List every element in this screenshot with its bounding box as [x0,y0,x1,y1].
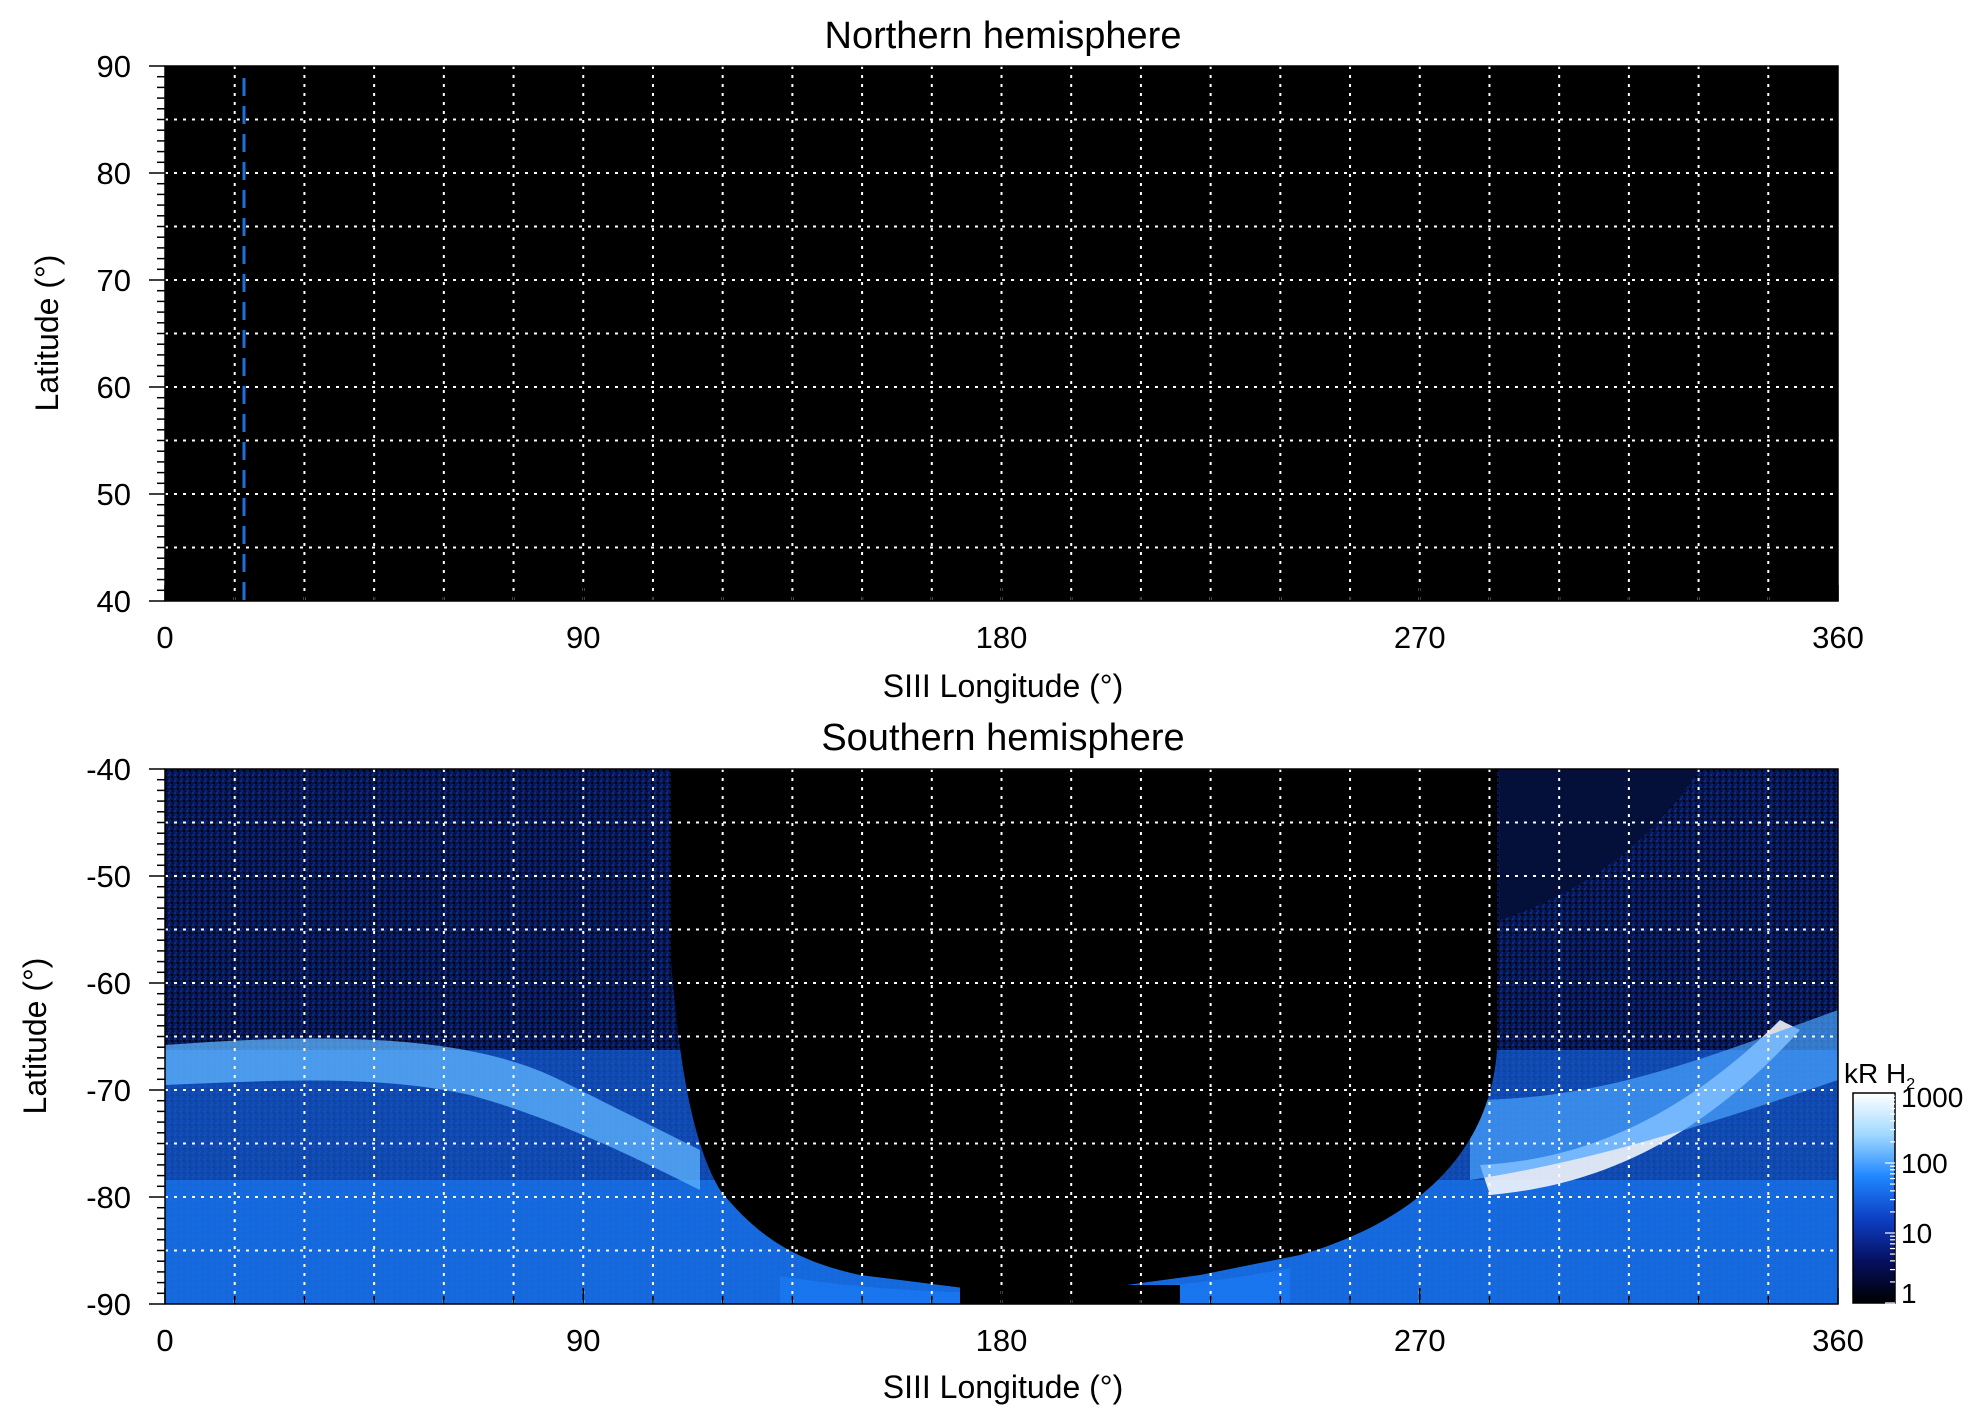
north-axes: 0 90 180 270 360 40 50 60 70 80 90 [97,49,1864,655]
north-x-tick-label: 90 [566,620,600,655]
south-y-tick-label: -80 [86,1180,131,1215]
north-y-tick-label: 50 [97,477,131,512]
north-x-tick-label: 180 [976,620,1028,655]
north-x-tick-label: 270 [1394,620,1446,655]
south-y-tick-label: -90 [86,1287,131,1322]
south-x-tick-label: 360 [1812,1323,1864,1358]
north-y-axis-label: Latitude (°) [29,255,65,412]
south-y-tick-label: -70 [86,1073,131,1108]
south-y-tick-label: -60 [86,966,131,1001]
south-x-tick-label: 0 [156,1323,173,1358]
south-oval-left [165,1038,700,1190]
north-plot-background [165,66,1838,601]
north-x-tick-label: 360 [1812,620,1864,655]
north-y-tick-label: 90 [97,49,131,84]
south-x-tick-label: 270 [1394,1323,1446,1358]
south-y-axis-label: Latitude (°) [17,958,53,1115]
north-x-axis-label: SIII Longitude (°) [883,668,1123,704]
south-axes: 0 90 180 270 360 -90 -80 -70 -60 -50 -40 [86,752,1864,1358]
north-y-tick-label: 40 [97,584,131,619]
south-title: Southern hemisphere [821,717,1184,759]
colorbar-tick-label: 100 [1901,1148,1948,1179]
north-y-tick-label: 80 [97,156,131,191]
south-y-tick-label: -40 [86,752,131,787]
colorbar-label-subscript: 2 [1906,1076,1915,1093]
south-x-tick-label: 90 [566,1323,600,1358]
north-x-tick-label: 0 [156,620,173,655]
south-y-tick-label: -50 [86,859,131,894]
colorbar-label: kR H2 [1844,1058,1915,1093]
north-title: Northern hemisphere [825,15,1182,57]
colorbar: kR H2 1 10 100 1000 [1844,1058,1963,1309]
colorbar-tick-label: 10 [1901,1218,1932,1249]
south-x-axis-label: SIII Longitude (°) [883,1369,1123,1405]
north-y-tick-label: 70 [97,263,131,298]
panel-north: Northern hemisphere 0 90 180 270 360 40 50 60 70… [29,15,1864,704]
panel-south: Southern hemisphere 0 90 180 270 360 -90 -80 -7… [17,717,1963,1405]
colorbar-tick-label: 1000 [1901,1082,1963,1113]
north-y-tick-label: 60 [97,370,131,405]
south-no-data-region [671,769,1497,1290]
south-heatmap [165,769,1838,1304]
south-x-tick-label: 180 [976,1323,1028,1358]
colorbar-tick-label: 1 [1901,1278,1917,1309]
colorbar-gradient [1852,1092,1896,1304]
